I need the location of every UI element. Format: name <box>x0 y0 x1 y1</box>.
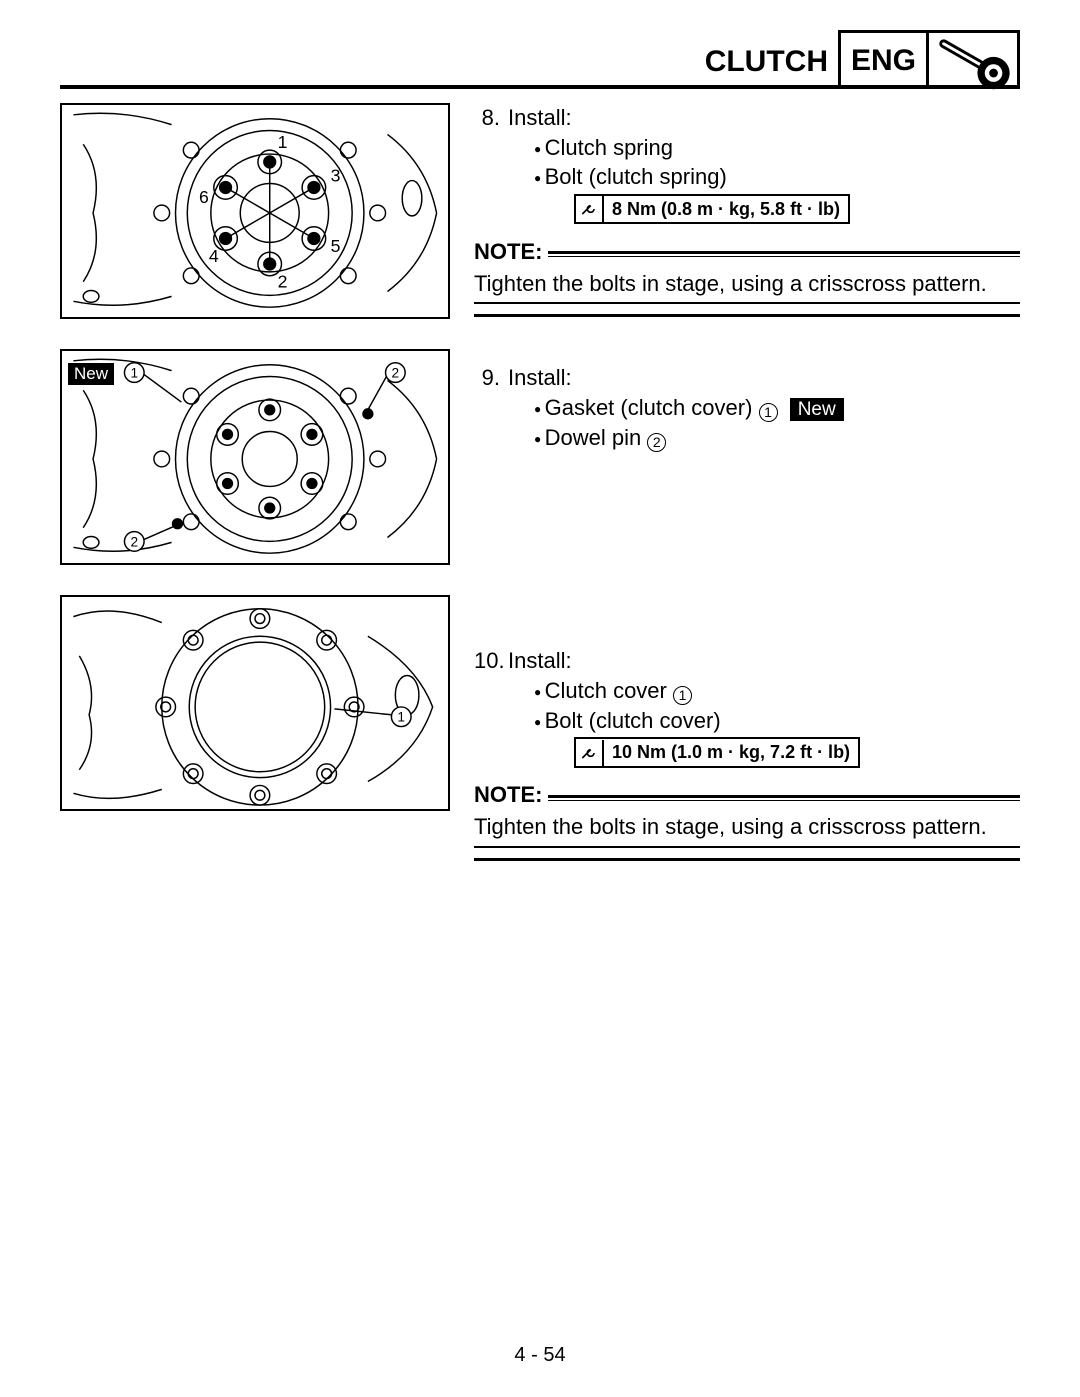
note-label: NOTE: <box>474 780 542 810</box>
step-9: 9. Install: Gasket (clutch cover) 1 New … <box>474 363 1020 452</box>
step-number: 8. <box>474 103 508 133</box>
step10-item1: Clutch cover 1 <box>534 676 1020 706</box>
section-title: CLUTCH <box>705 45 828 85</box>
new-badge: New <box>790 398 844 421</box>
content-area: 1 3 5 2 4 6 New <box>60 103 1020 869</box>
step-action: Install: <box>508 103 572 133</box>
header-box-icon <box>929 33 1017 89</box>
step8-item2: Bolt (clutch spring) <box>534 162 1020 192</box>
torque-spec-10: 10 Nm (1.0 m · kg, 7.2 ft · lb) <box>574 737 860 767</box>
step9-item1: Gasket (clutch cover) 1 New <box>534 393 1020 423</box>
instruction-column: 8. Install: Clutch spring Bolt (clutch s… <box>474 103 1020 869</box>
diagram-clutch-spring: 1 3 5 2 4 6 <box>60 103 450 319</box>
step-number: 9. <box>474 363 508 393</box>
header-box-eng: ENG <box>841 33 929 89</box>
ref-1: 1 <box>673 686 692 705</box>
engine-icon <box>929 32 1017 91</box>
step9-item2: Dowel pin 2 <box>534 423 1020 453</box>
header-boxes: ENG <box>838 30 1020 89</box>
note-10: NOTE: Tighten the bolts in stage, using … <box>474 780 1020 847</box>
step8-item1: Clutch spring <box>534 133 1020 163</box>
diagram-gasket: New <box>60 349 450 565</box>
divider <box>474 314 1020 317</box>
page-number: 4 - 54 <box>0 1344 1080 1367</box>
step10-item2: Bolt (clutch cover) <box>534 706 1020 736</box>
note-rule <box>548 251 1020 254</box>
diagram-clutch-cover: 1 <box>60 595 450 811</box>
torque-text: 10 Nm (1.0 m · kg, 7.2 ft · lb) <box>604 739 858 765</box>
wrench-icon <box>576 196 604 222</box>
step-10: 10. Install: Clutch cover 1 Bolt (clutch… <box>474 646 1020 860</box>
note-text: Tighten the bolts in stage, using a cris… <box>474 269 1020 305</box>
svg-text:6: 6 <box>199 187 209 207</box>
note-rule <box>548 795 1020 798</box>
divider <box>474 858 1020 861</box>
note-text: Tighten the bolts in stage, using a cris… <box>474 812 1020 848</box>
step-8: 8. Install: Clutch spring Bolt (clutch s… <box>474 103 1020 317</box>
torque-spec-8: 8 Nm (0.8 m · kg, 5.8 ft · lb) <box>574 194 850 224</box>
note-label: NOTE: <box>474 237 542 267</box>
step-number: 10. <box>474 646 508 676</box>
svg-text:4: 4 <box>209 246 219 266</box>
new-tag: New <box>68 363 114 385</box>
svg-text:2: 2 <box>392 366 400 381</box>
svg-text:2: 2 <box>278 272 288 292</box>
step-action: Install: <box>508 363 572 393</box>
diagram-column: 1 3 5 2 4 6 New <box>60 103 450 869</box>
svg-text:1: 1 <box>278 132 288 152</box>
note-8: NOTE: Tighten the bolts in stage, using … <box>474 237 1020 304</box>
svg-text:3: 3 <box>331 166 341 186</box>
svg-text:2: 2 <box>130 534 138 549</box>
torque-text: 8 Nm (0.8 m · kg, 5.8 ft · lb) <box>604 196 848 222</box>
wrench-icon <box>576 740 604 766</box>
ref-1: 1 <box>759 403 778 422</box>
svg-text:1: 1 <box>397 710 405 725</box>
step-action: Install: <box>508 646 572 676</box>
ref-2: 2 <box>647 433 666 452</box>
page-header: CLUTCH ENG <box>60 30 1020 89</box>
svg-text:1: 1 <box>130 366 138 381</box>
svg-text:5: 5 <box>331 236 341 256</box>
